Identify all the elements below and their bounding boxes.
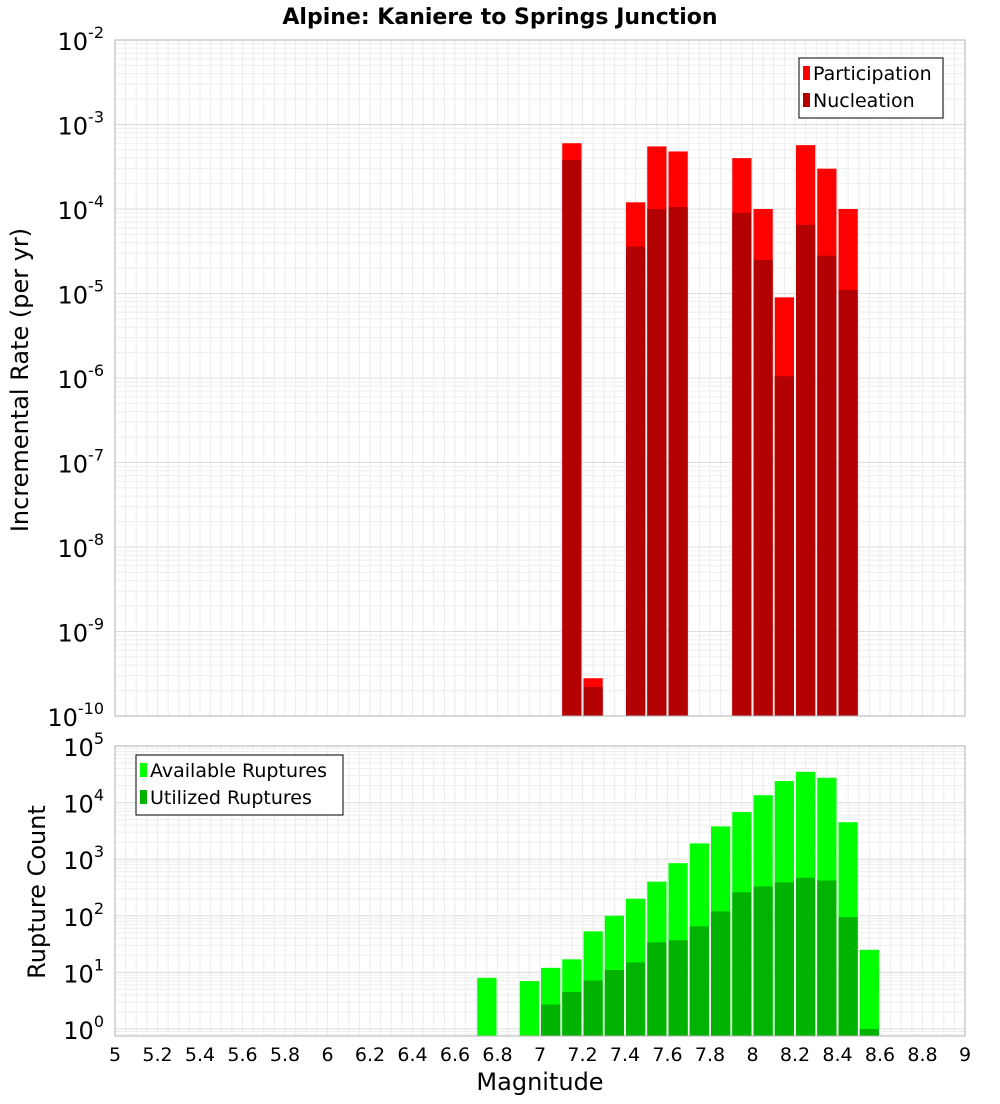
top-legend-box (798, 57, 944, 119)
top-y-tick-label: 10-3 (58, 108, 105, 141)
bottom-y-axis-label: Rupture Count (23, 805, 51, 979)
top-bar-series2 (774, 376, 794, 716)
top-bar-series2 (647, 209, 667, 716)
top-bar-series2 (817, 255, 837, 716)
top-y-tick-label: 10-2 (58, 23, 105, 56)
top-legend-swatch (803, 93, 810, 107)
bottom-bar-series1 (519, 981, 539, 1036)
top-y-tick-label: 10-4 (58, 192, 105, 225)
x-axis-label: Magnitude (476, 1068, 603, 1096)
x-tick-label: 7.8 (695, 1044, 725, 1066)
x-tick-label: 7.4 (610, 1044, 640, 1066)
x-tick-label: 8 (746, 1044, 758, 1066)
x-tick-label: 5 (109, 1044, 121, 1066)
x-tick-label: 5.4 (185, 1044, 215, 1066)
bottom-y-tick-label: 105 (63, 729, 104, 762)
bottom-y-tick-label: 101 (63, 955, 104, 988)
bottom-bar-series1 (859, 949, 879, 1036)
top-y-tick-label: 10-8 (58, 530, 105, 563)
top-bar-series2 (732, 212, 752, 716)
bottom-bar-series2 (604, 970, 624, 1036)
bottom-legend-label: Utilized Ruptures (150, 787, 312, 809)
bottom-bar-series2 (541, 1004, 561, 1036)
bottom-plot-frame (114, 745, 966, 1037)
bottom-bar-series2 (626, 962, 646, 1036)
top-bar-series2 (838, 290, 858, 716)
bottom-bar-series1 (477, 977, 497, 1036)
x-tick-label: 8.2 (780, 1044, 810, 1066)
bottom-bar-series2 (796, 877, 816, 1036)
top-y-tick-label: 10-5 (58, 277, 105, 310)
bottom-bar-series2 (753, 886, 773, 1036)
top-bar-series2 (626, 246, 646, 716)
bottom-y-tick-label: 104 (63, 786, 104, 819)
bottom-bar-series2 (838, 917, 858, 1036)
bottom-bar-series2 (817, 880, 837, 1036)
x-tick-label: 6 (321, 1044, 333, 1066)
bottom-y-tick-label: 102 (63, 899, 104, 932)
bottom-legend-label: Available Ruptures (150, 760, 327, 782)
bottom-bar-series2 (689, 926, 709, 1036)
bottom-bar-series2 (562, 991, 582, 1036)
x-tick-label: 6.2 (355, 1044, 385, 1066)
top-bar-series2 (753, 259, 773, 716)
bottom-bar-series2 (774, 882, 794, 1036)
top-bar-series2 (668, 207, 688, 716)
bottom-bar-series2 (668, 940, 688, 1036)
bottom-legend-swatch (140, 790, 147, 804)
x-tick-label: 7.6 (652, 1044, 682, 1066)
top-y-tick-label: 10-9 (58, 615, 105, 648)
top-y-tick-label: 10-7 (58, 446, 105, 479)
bottom-bar-series2 (732, 892, 752, 1036)
x-tick-label: 6.8 (482, 1044, 512, 1066)
x-tick-label: 8.8 (907, 1044, 937, 1066)
x-tick-label: 5.8 (270, 1044, 300, 1066)
x-tick-label: 7.2 (567, 1044, 597, 1066)
bottom-bar-series2 (859, 1028, 879, 1036)
top-legend-label: Participation (813, 63, 932, 85)
bottom-legend-box (135, 754, 344, 816)
bottom-bar-series2 (711, 911, 731, 1036)
top-plot-frame (114, 39, 966, 717)
bottom-bar-series2 (583, 980, 603, 1036)
top-y-tick-label: 10-6 (58, 361, 105, 394)
bottom-bar-series2 (647, 942, 667, 1036)
top-y-axis-label: Incremental Rate (per yr) (6, 228, 34, 532)
x-tick-label: 6.4 (397, 1044, 427, 1066)
bottom-y-tick-label: 103 (63, 842, 104, 875)
bottom-y-tick-label: 100 (63, 1012, 104, 1045)
top-legend-swatch (803, 66, 810, 80)
top-y-tick-label: 10-10 (47, 699, 104, 732)
x-tick-label: 9 (959, 1044, 971, 1066)
top-bar-series2 (796, 224, 816, 716)
x-tick-label: 8.6 (865, 1044, 895, 1066)
chart-title: Alpine: Kaniere to Springs Junction (282, 5, 717, 30)
x-tick-label: 7 (534, 1044, 546, 1066)
top-bar-series2 (562, 160, 582, 716)
top-bar-series2 (583, 687, 603, 716)
top-legend-label: Nucleation (813, 90, 915, 112)
bottom-legend-swatch (140, 763, 147, 777)
x-tick-label: 5.2 (142, 1044, 172, 1066)
x-tick-label: 5.6 (227, 1044, 257, 1066)
x-tick-label: 6.6 (440, 1044, 470, 1066)
x-tick-label: 8.4 (822, 1044, 852, 1066)
